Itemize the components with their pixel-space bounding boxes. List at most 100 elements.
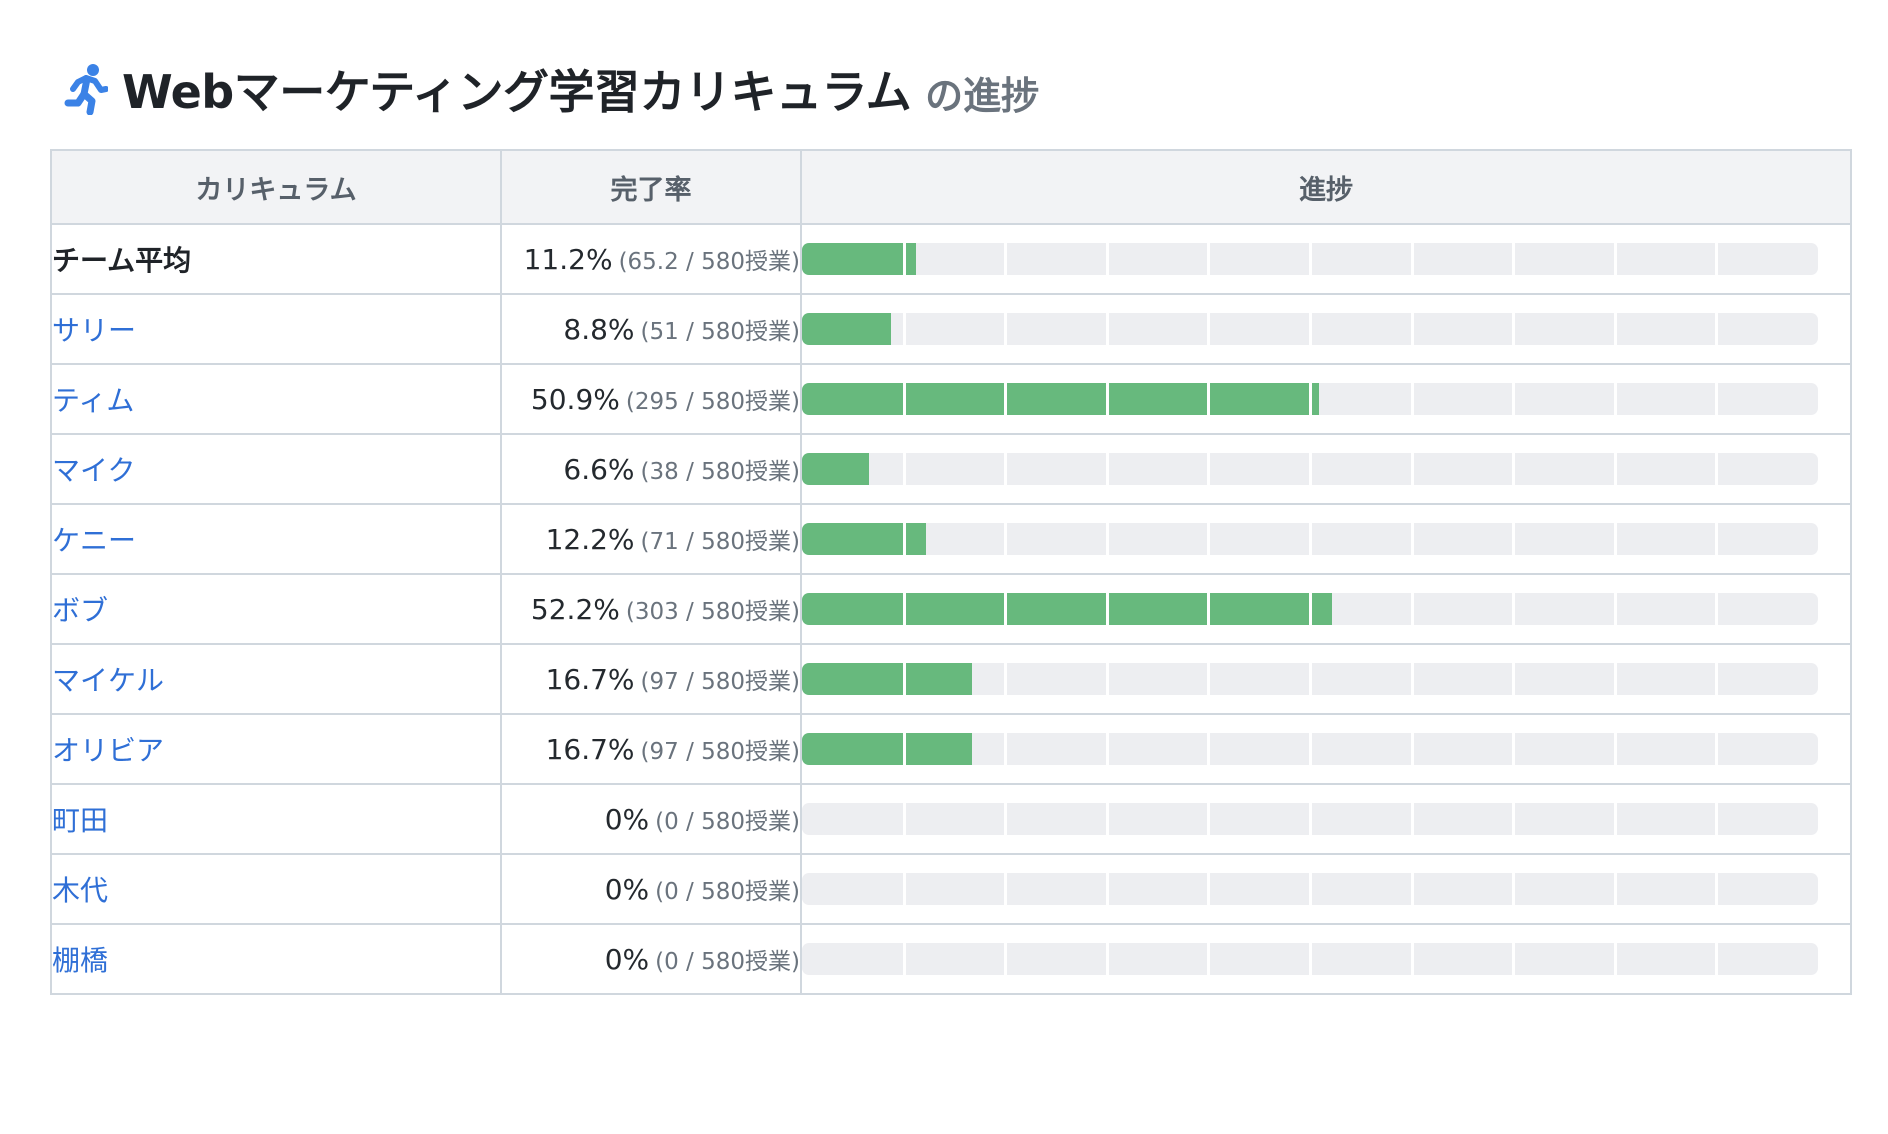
progress-bar-fill (802, 663, 972, 695)
completion-percent: 16.7% (545, 663, 635, 696)
progress-segment-divider (1715, 733, 1719, 765)
progress-segment-divider (1207, 803, 1211, 835)
completion-detail: (97 / 580授業) (640, 669, 800, 695)
progress-segment-divider (1207, 383, 1211, 415)
progress-segment-divider (1715, 663, 1719, 695)
progress-segment-divider (1004, 523, 1008, 555)
table-row: 町田 0% (0 / 580授業) (50, 783, 1852, 855)
member-name-link[interactable]: 棚橋 (52, 944, 109, 977)
progress-cell (800, 363, 1852, 435)
progress-segment-divider (1105, 663, 1109, 695)
progress-bar (802, 943, 1818, 975)
completion-rate-cell: 8.8% (51 / 580授業) (500, 293, 802, 365)
progress-segment-divider (1512, 453, 1516, 485)
progress-segment-divider (1715, 313, 1719, 345)
progress-segment-divider (1309, 733, 1312, 765)
progress-segment-divider (1410, 453, 1414, 485)
table-row: 木代 0% (0 / 580授業) (50, 853, 1852, 925)
completion-percent: 12.2% (545, 523, 635, 556)
progress-segment-divider (1207, 663, 1211, 695)
progress-segment-divider (1410, 383, 1414, 415)
progress-segment-divider (1613, 383, 1617, 415)
progress-segment-divider (1512, 383, 1516, 415)
table-row: サリー 8.8% (51 / 580授業) (50, 293, 1852, 365)
progress-cell (800, 853, 1852, 925)
member-name-link[interactable]: サリー (52, 314, 137, 347)
progress-segment-divider (1105, 593, 1109, 625)
progress-segment-divider (1512, 943, 1516, 975)
progress-segment-divider (1613, 523, 1617, 555)
progress-segment-divider (1105, 803, 1109, 835)
table-row: ティム 50.9% (295 / 580授業) (50, 363, 1852, 435)
progress-bar-fill (802, 733, 972, 765)
member-name-link[interactable]: 木代 (52, 874, 109, 907)
completion-percent: 0% (604, 803, 650, 836)
progress-segment-divider (1004, 733, 1008, 765)
progress-segment-divider (1715, 873, 1719, 905)
progress-bar (802, 733, 1818, 765)
progress-segment-divider (1715, 453, 1719, 485)
member-name-link[interactable]: マイク (52, 454, 136, 487)
completion-percent: 16.7% (545, 733, 635, 766)
progress-segment-divider (1207, 453, 1211, 485)
progress-table: カリキュラム 完了率 進捗 チーム平均 11.2% (65.2 / 580授業) サリ… (50, 149, 1852, 995)
progress-segment-divider (1410, 663, 1414, 695)
progress-segment-divider (1410, 943, 1414, 975)
progress-segment-divider (1715, 803, 1719, 835)
progress-segment-divider (1410, 873, 1414, 905)
progress-segment-divider (1715, 243, 1719, 275)
progress-segment-divider (1004, 383, 1008, 415)
completion-rate-cell: 0% (0 / 580授業) (500, 853, 802, 925)
progress-bar (802, 803, 1818, 835)
progress-bar (802, 243, 1818, 275)
completion-rate-cell: 6.6% (38 / 580授業) (500, 433, 802, 505)
completion-percent: 6.6% (563, 453, 635, 486)
progress-segment-divider (1207, 873, 1211, 905)
member-name-cell: 棚橋 (50, 923, 502, 995)
progress-segment-divider (1004, 453, 1008, 485)
progress-segment-divider (1309, 313, 1312, 345)
completion-percent: 0% (604, 943, 650, 976)
progress-segment-divider (1309, 663, 1312, 695)
table-header-row: カリキュラム 完了率 進捗 (50, 149, 1852, 225)
progress-segment-divider (1715, 943, 1719, 975)
member-name-link[interactable]: マイケル (52, 664, 165, 697)
member-name-link[interactable]: 町田 (52, 804, 109, 837)
progress-segment-divider (1512, 313, 1516, 345)
member-name-link[interactable]: ケニー (52, 524, 137, 557)
progress-bar-fill (802, 383, 1320, 415)
progress-bar-fill (802, 523, 926, 555)
progress-segment-divider (1309, 873, 1312, 905)
progress-segment-divider (1004, 243, 1008, 275)
completion-detail: (51 / 580授業) (640, 319, 800, 345)
completion-rate-cell: 52.2% (303 / 580授業) (500, 573, 802, 645)
completion-rate-cell: 16.7% (97 / 580授業) (500, 643, 802, 715)
progress-segment-divider (1207, 313, 1211, 345)
progress-cell (800, 573, 1852, 645)
completion-percent: 11.2% (523, 243, 613, 276)
progress-segment-divider (1512, 593, 1516, 625)
progress-cell (800, 503, 1852, 575)
progress-segment-divider (1613, 873, 1617, 905)
progress-segment-divider (1715, 383, 1719, 415)
progress-segment-divider (902, 593, 906, 625)
table-row: 棚橋 0% (0 / 580授業) (50, 923, 1852, 995)
progress-bar-fill (802, 313, 892, 345)
member-name-cell: マイク (50, 433, 502, 505)
progress-segment-divider (1207, 523, 1211, 555)
progress-segment-divider (902, 803, 906, 835)
progress-segment-divider (1715, 523, 1719, 555)
progress-bar (802, 873, 1818, 905)
progress-segment-divider (1613, 593, 1617, 625)
member-name-link[interactable]: ティム (52, 384, 135, 417)
progress-segment-divider (902, 523, 906, 555)
progress-segment-divider (1512, 243, 1516, 275)
member-name-cell: マイケル (50, 643, 502, 715)
member-name-link[interactable]: ボブ (52, 594, 109, 627)
member-name-link[interactable]: オリビア (52, 734, 165, 767)
progress-segment-divider (1613, 943, 1617, 975)
completion-rate-cell: 0% (0 / 580授業) (500, 923, 802, 995)
progress-segment-divider (1512, 663, 1516, 695)
progress-segment-divider (1105, 243, 1109, 275)
member-name-cell: チーム平均 (50, 223, 502, 295)
